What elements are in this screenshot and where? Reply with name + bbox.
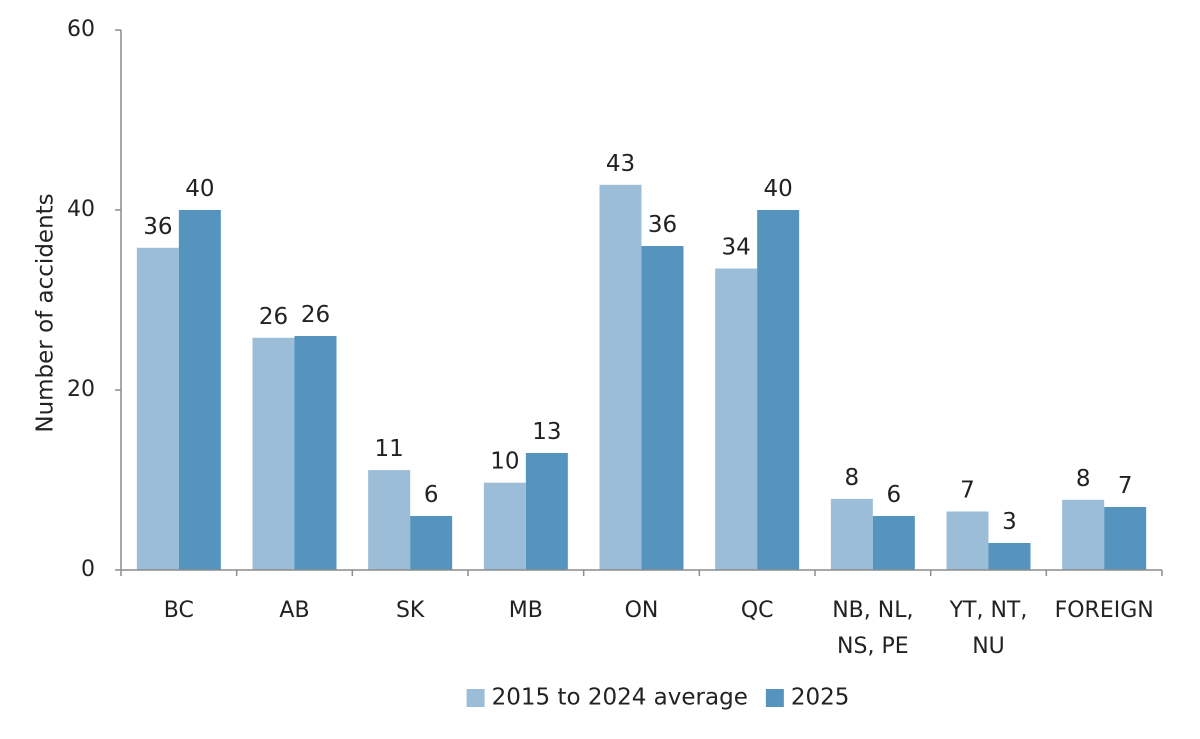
y-axis: 0 20 40 60 xyxy=(67,17,122,582)
y-tick-label: 40 xyxy=(67,197,95,222)
legend-label: 2025 xyxy=(791,685,850,711)
category-label: MB xyxy=(509,598,543,623)
bar xyxy=(599,184,642,571)
bar xyxy=(483,482,526,570)
data-label: 34 xyxy=(722,235,751,261)
bar xyxy=(988,543,1031,570)
bar xyxy=(410,516,453,570)
category-label: YT, NT, xyxy=(949,598,1028,623)
bar xyxy=(641,246,684,570)
data-label: 7 xyxy=(1118,473,1133,499)
category-label: NS, PE xyxy=(837,634,909,659)
data-labels: 36 40 26 26 11 6 10 13 43 36 34 40 8 6 7 3 8 7 xyxy=(143,151,1132,535)
y-tick-label: 60 xyxy=(67,17,95,42)
legend: 2015 to 2024 average 2025 xyxy=(466,685,850,711)
bar xyxy=(178,210,221,570)
legend-swatch xyxy=(765,689,784,707)
bar xyxy=(1104,507,1147,570)
category-label: QC xyxy=(741,598,774,623)
category-label: ON xyxy=(625,598,659,623)
bar xyxy=(830,498,873,570)
category-label: SK xyxy=(396,598,425,623)
data-label: 26 xyxy=(259,304,288,330)
category-label: NB, NL, xyxy=(832,598,913,623)
category-label: BC xyxy=(164,598,194,623)
bar xyxy=(368,470,411,570)
data-label: 40 xyxy=(185,176,214,202)
data-label: 40 xyxy=(764,176,793,202)
y-tick-label: 0 xyxy=(81,557,95,582)
bar xyxy=(294,336,337,570)
bar xyxy=(1062,499,1105,570)
data-label: 26 xyxy=(301,302,330,328)
data-label: 6 xyxy=(424,482,439,508)
y-tick-label: 20 xyxy=(67,377,95,402)
bars xyxy=(136,184,1147,571)
data-label: 36 xyxy=(143,214,172,240)
bar xyxy=(946,511,989,570)
data-label: 6 xyxy=(887,482,902,508)
x-axis: BC AB SK MB ON QC NB, NL, NS, PE YT, NT, NU FOREIG… xyxy=(120,569,1163,659)
data-label: 36 xyxy=(648,212,677,238)
data-label: 11 xyxy=(375,436,404,462)
bar xyxy=(872,516,915,570)
data-label: 13 xyxy=(532,419,561,445)
legend-swatch xyxy=(466,689,485,707)
bar xyxy=(715,268,758,570)
bar xyxy=(136,247,179,571)
data-label: 8 xyxy=(1076,466,1091,492)
data-label: 43 xyxy=(606,151,635,177)
bar xyxy=(757,210,800,570)
data-label: 10 xyxy=(490,449,519,475)
category-label: FOREIGN xyxy=(1055,598,1154,623)
bar xyxy=(252,337,295,570)
data-label: 7 xyxy=(960,478,975,504)
category-label: NU xyxy=(972,634,1005,659)
bar xyxy=(525,453,568,570)
data-label: 3 xyxy=(1002,509,1017,535)
data-label: 8 xyxy=(845,465,860,491)
category-label: AB xyxy=(279,598,309,623)
legend-label: 2015 to 2024 average xyxy=(492,685,748,711)
y-axis-title: Number of accidents xyxy=(33,193,59,432)
